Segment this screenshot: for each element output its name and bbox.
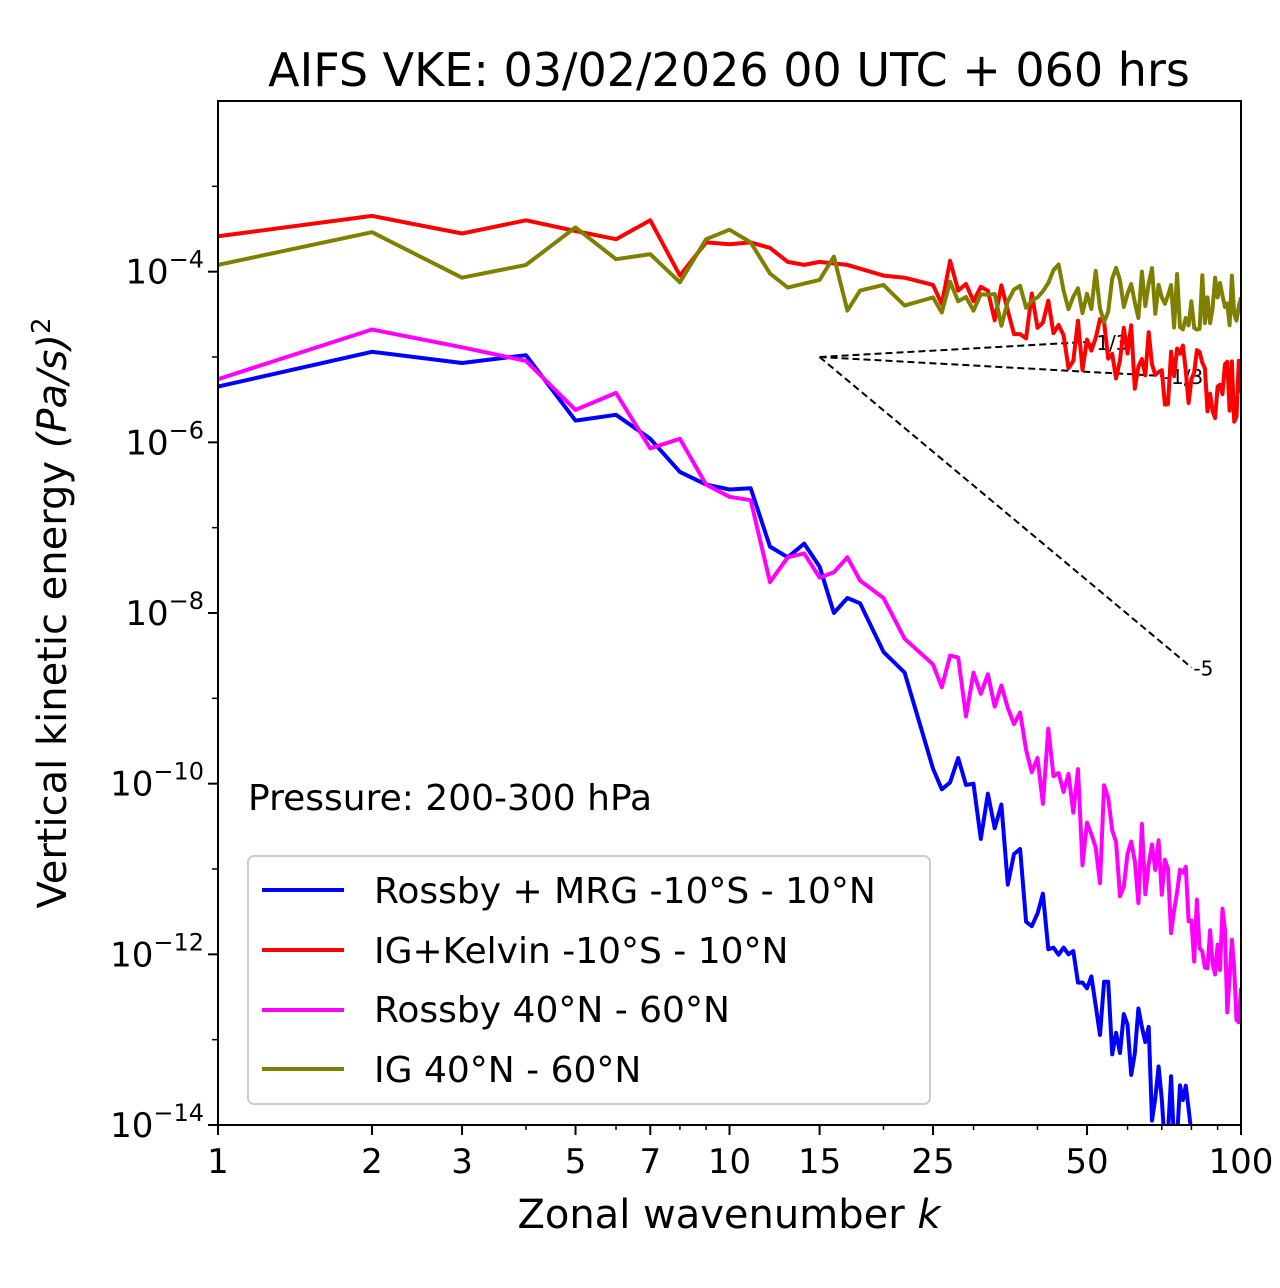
y-tick-exponent: −10 — [153, 758, 204, 786]
y-axis-label-text: Vertical kinetic energy — [30, 461, 76, 909]
y-tick-base: 10 — [110, 1106, 153, 1146]
x-tick-label: 50 — [1065, 1142, 1108, 1182]
y-tick-label: 10−12 — [110, 928, 204, 975]
y-tick-label: 10−14 — [110, 1099, 204, 1146]
x-tick-label: 15 — [798, 1142, 841, 1182]
x-axis-label-symbol: k — [917, 1192, 942, 1238]
y-tick-label: 10−8 — [125, 587, 204, 634]
x-axis-label: Zonal wavenumber k — [517, 1192, 942, 1238]
legend-label-rossby-mrg: Rossby + MRG -10°S - 10°N — [374, 871, 876, 912]
ref-line-minus-five-label: -5 — [1193, 656, 1213, 680]
series-rossby-40-60 — [218, 327, 1241, 1025]
ref-line-minus-five — [818, 356, 1193, 669]
x-axis-label-text: Zonal wavenumber — [517, 1192, 905, 1238]
x-tick-label: 3 — [451, 1142, 473, 1182]
y-tick-base: 10 — [110, 935, 153, 975]
y-tick-label: 10−6 — [125, 416, 204, 463]
x-tick-label: 10 — [708, 1142, 751, 1182]
x-tick-label: 2 — [361, 1142, 383, 1182]
y-tick-exponent: −6 — [169, 416, 204, 444]
legend: Rossby + MRG -10°S - 10°N IG+Kelvin -10°… — [247, 855, 931, 1105]
legend-box — [247, 855, 931, 1105]
series-ig-kelvin — [218, 213, 1241, 424]
y-tick-base: 10 — [125, 423, 168, 463]
legend-label-ig-40-60: IG 40°N - 60°N — [374, 1050, 641, 1091]
legend-label-rossby-40-60: Rossby 40°N - 60°N — [374, 990, 730, 1031]
y-tick-exponent: −14 — [153, 1099, 204, 1127]
series-rossby-mrg — [218, 349, 1193, 1125]
y-tick-label: 10−4 — [125, 246, 204, 293]
y-tick-exponent: −4 — [169, 246, 204, 274]
y-tick-base: 10 — [125, 253, 168, 293]
legend-label-ig-kelvin: IG+Kelvin -10°S - 10°N — [374, 931, 788, 972]
x-tick-label: 5 — [565, 1142, 587, 1182]
x-tick-label: 1 — [207, 1142, 229, 1182]
chart-title: AIFS VKE: 03/02/2026 00 UTC + 060 hrs — [268, 43, 1190, 97]
x-ticks: 1 2 3 5 7 10 15 25 50 100 — [207, 1125, 1273, 1182]
ref-line-plus-one-third — [819, 340, 1088, 358]
y-tick-label: 10−10 — [110, 758, 204, 805]
y-tick-exponent: −12 — [153, 928, 204, 956]
y-tick-base: 10 — [110, 765, 153, 805]
x-tick-label: 100 — [1209, 1142, 1274, 1182]
y-tick-base: 10 — [125, 594, 168, 634]
series-lines — [218, 213, 1241, 1125]
x-tick-label: 25 — [911, 1142, 954, 1182]
y-axis-label-exponent: 2 — [27, 318, 57, 335]
series-ig-40-60 — [218, 225, 1241, 332]
x-tick-label: 7 — [639, 1142, 661, 1182]
y-axis-label-unit: (Pa/s) — [30, 334, 76, 448]
y-tick-exponent: −8 — [169, 587, 204, 615]
pressure-annotation: Pressure: 200-300 hPa — [248, 778, 652, 819]
ref-line-minus-one-third — [819, 356, 1162, 377]
y-axis-label: Vertical kinetic energy (Pa/s)2 — [27, 318, 76, 909]
